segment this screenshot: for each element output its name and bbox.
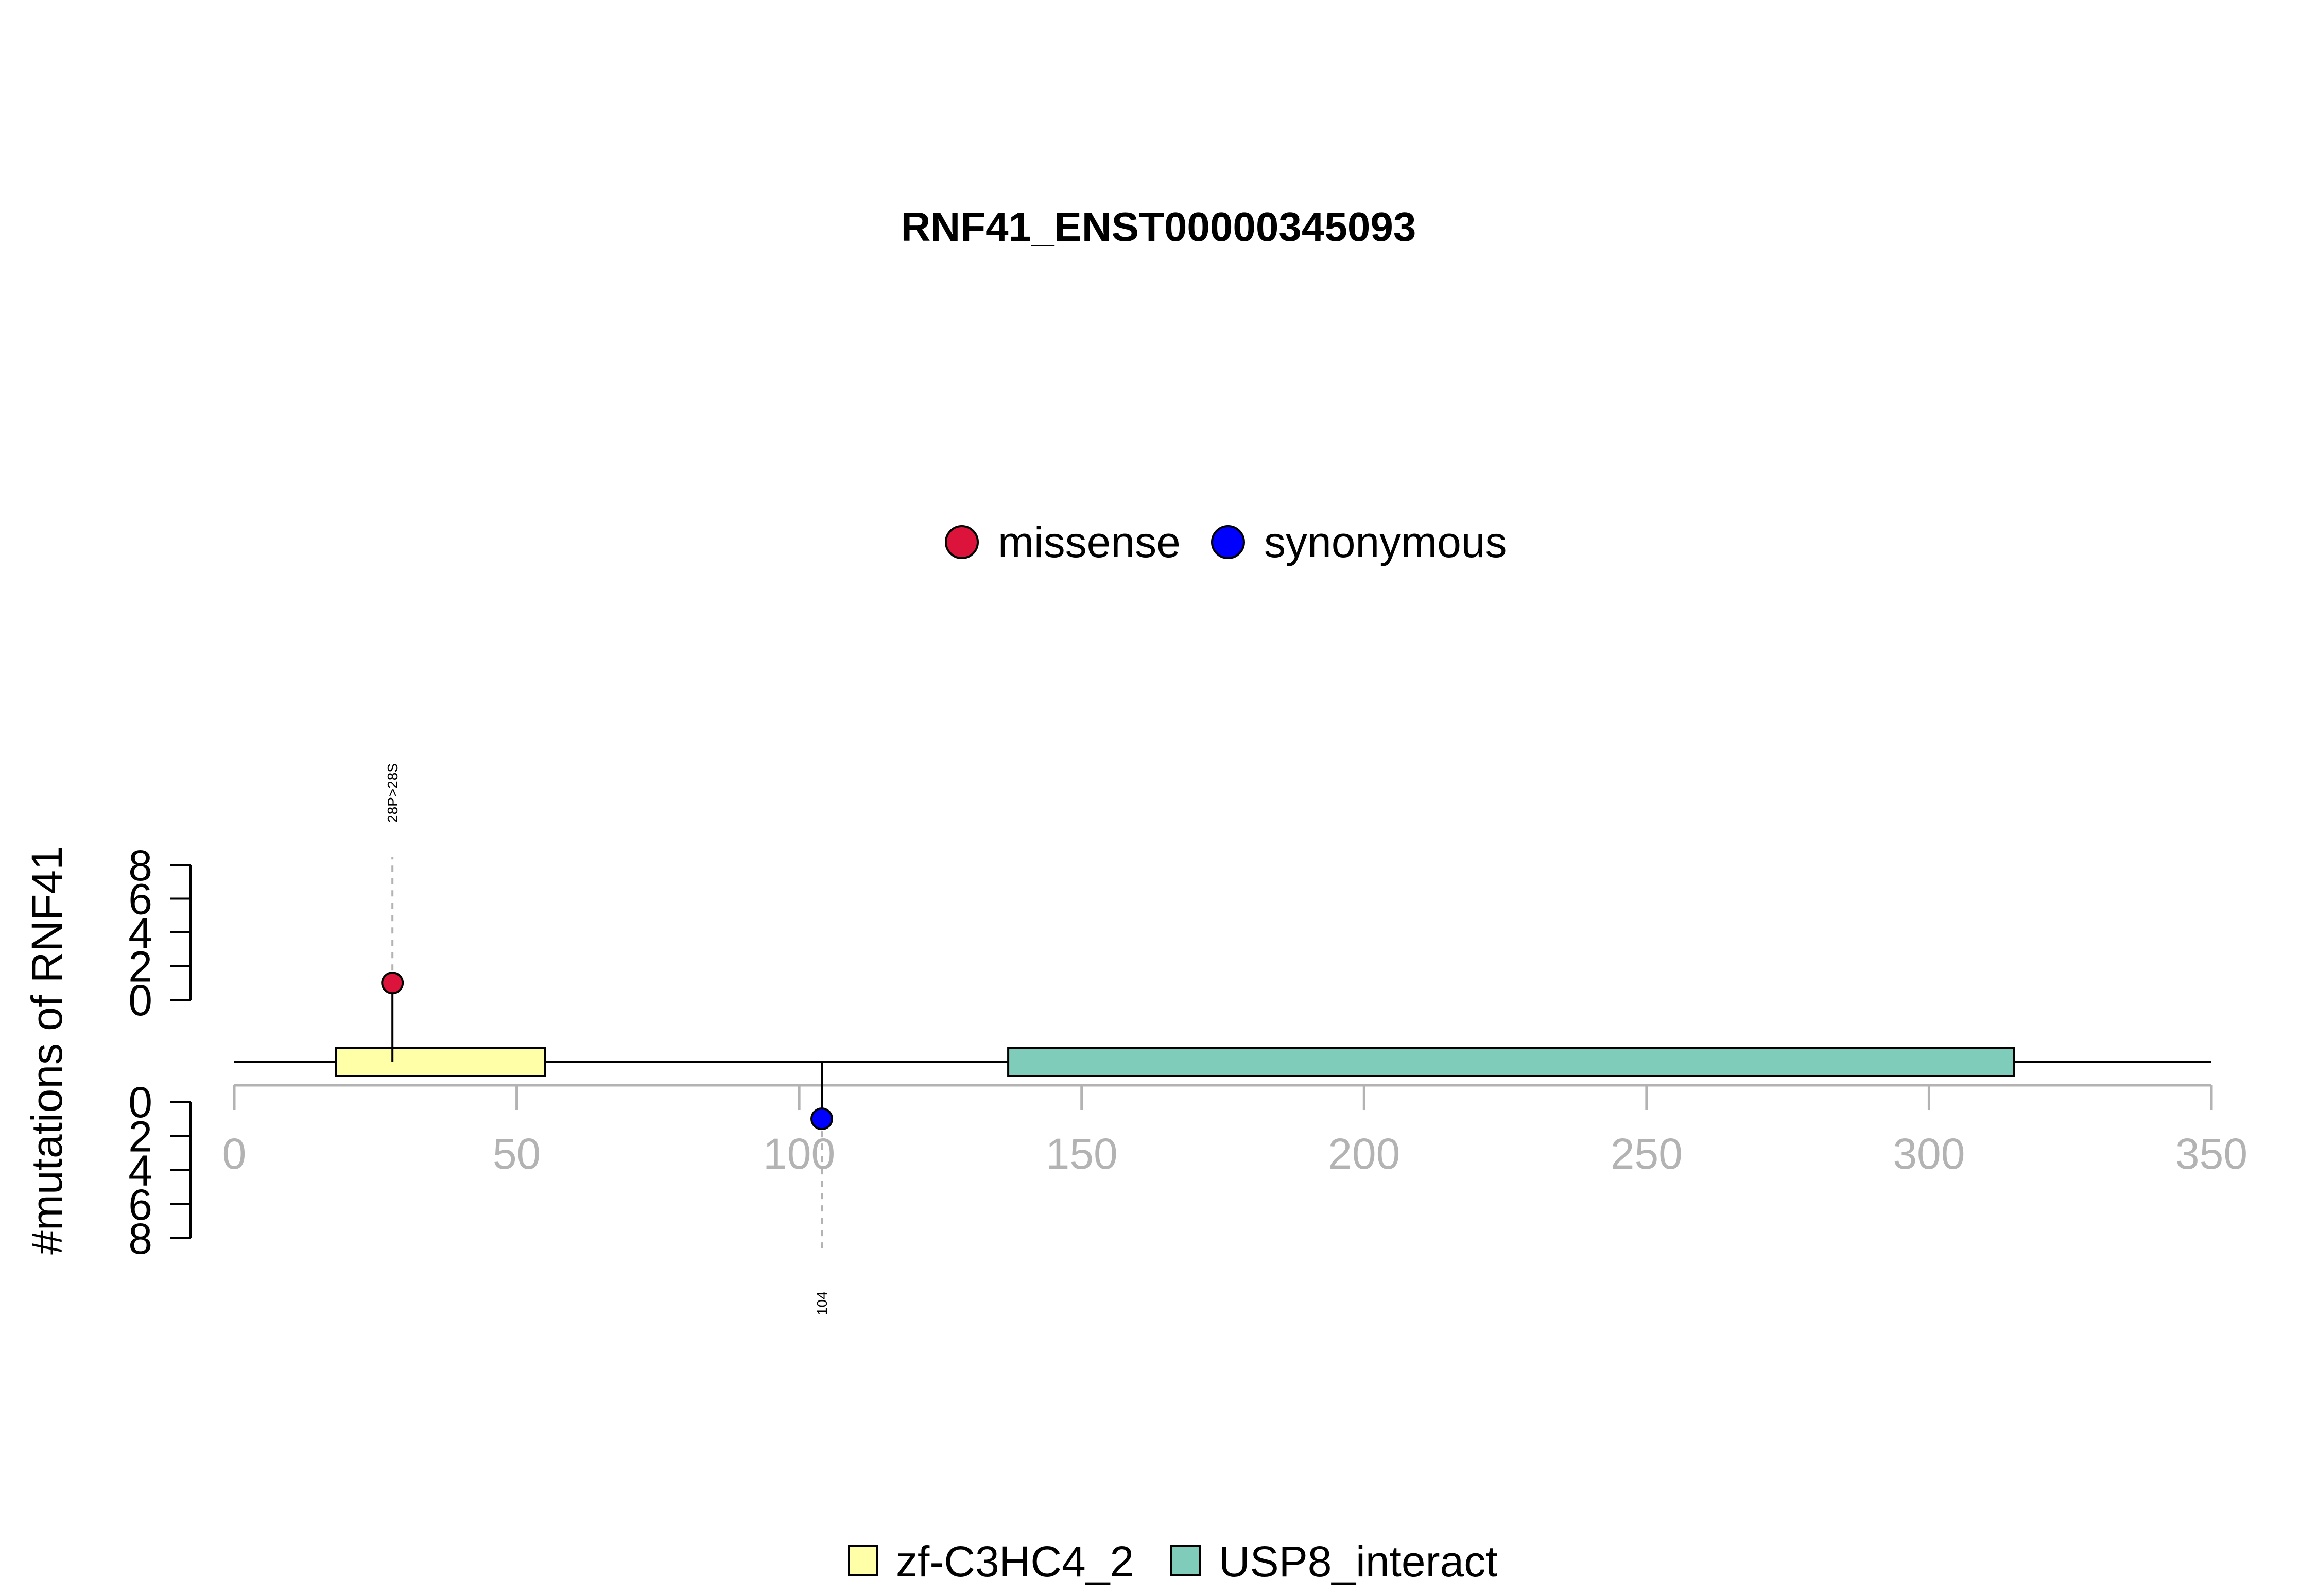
x-tick-label: 300 — [1893, 1130, 1965, 1178]
x-tick-label: 150 — [1046, 1130, 1118, 1178]
legend-label-zf-C3HC4_2: zf-C3HC4_2 — [896, 1537, 1134, 1586]
x-axis: 0 50 100 150 200 250 300 350 — [222, 1084, 2247, 1178]
y-bottom-tick-label: 4 — [128, 1147, 152, 1195]
y-top-tick-label: 2 — [128, 943, 152, 991]
legend-marker-synonymous — [1211, 525, 1245, 559]
y-bottom-tick-label: 8 — [128, 1215, 152, 1263]
y-bottom-tick-label: 0 — [128, 1078, 152, 1126]
legend-swatch-USP8_interact — [1170, 1545, 1201, 1576]
legend-label-missense: missense — [998, 518, 1181, 566]
legend-swatch-zf-C3HC4_2 — [848, 1545, 878, 1576]
y-top-tick-label: 0 — [128, 976, 152, 1025]
mutation-label-synonymous-104: 104 — [814, 1291, 830, 1315]
mutation-point-missense-28 — [381, 972, 404, 995]
domain-zf-C3HC4_2 — [335, 1047, 546, 1077]
y-top-tick-label: 8 — [128, 841, 152, 890]
x-tick-label: 200 — [1328, 1130, 1400, 1178]
x-tick-label: 100 — [763, 1130, 835, 1178]
legend-label-USP8_interact: USP8_interact — [1219, 1537, 1498, 1586]
y-top-tick-label: 6 — [128, 875, 152, 924]
mutations: 28P>28S 104 — [381, 763, 834, 1315]
x-tick-label: 350 — [2175, 1130, 2247, 1178]
y-bottom-tick-label: 6 — [128, 1181, 152, 1229]
mutation-point-synonymous-104 — [810, 1107, 834, 1131]
y-axis-label: #mutations of RNF41 — [23, 846, 71, 1255]
x-tick-label: 250 — [1611, 1130, 1683, 1178]
y-bottom-tick-label: 2 — [128, 1112, 152, 1160]
y-top-tick-label: 4 — [128, 909, 152, 957]
chart-title: RNF41_ENST00000345093 — [901, 204, 1416, 250]
legend-label-synonymous: synonymous — [1264, 518, 1507, 566]
x-tick-label: 0 — [222, 1130, 247, 1178]
domain-legend: zf-C3HC4_2 USP8_interact — [848, 1537, 1498, 1586]
x-tick-label: 50 — [493, 1130, 541, 1178]
domain-USP8_interact — [1007, 1047, 2015, 1077]
legend-marker-missense — [945, 525, 979, 559]
mutation-legend: missense synonymous — [945, 518, 1507, 566]
mutation-label-missense-28: 28P>28S — [385, 763, 401, 823]
domains — [335, 1047, 2015, 1077]
